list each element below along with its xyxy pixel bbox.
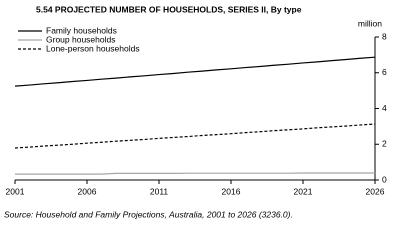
series-line [15, 172, 375, 175]
y-tick-label: 8 [382, 31, 387, 41]
x-tick-label: 2026 [366, 186, 385, 196]
chart: 5.54 PROJECTED NUMBER OF HOUSEHOLDS, SER… [4, 4, 387, 219]
y-tick-label: 2 [382, 139, 387, 149]
legend-label: Family households [46, 25, 117, 35]
legend-label: Lone-person households [46, 43, 140, 53]
y-tick-label: 6 [382, 67, 387, 77]
series-line [14, 56, 376, 87]
source-note: Source: Household and Family Projections… [4, 209, 293, 219]
y-tick-label: 4 [382, 103, 387, 113]
y-tick-label: 0 [382, 174, 387, 184]
x-tick-label: 2011 [150, 186, 169, 196]
x-tick-label: 2016 [222, 186, 241, 196]
legend-label: Group households [46, 34, 115, 44]
series-line [14, 123, 376, 149]
x-tick-label: 2006 [78, 186, 97, 196]
x-tick-label: 2001 [6, 186, 25, 196]
x-tick-label: 2021 [294, 186, 313, 196]
y-axis-label: million [358, 18, 382, 28]
chart-title: 5.54 PROJECTED NUMBER OF HOUSEHOLDS, SER… [36, 4, 302, 14]
